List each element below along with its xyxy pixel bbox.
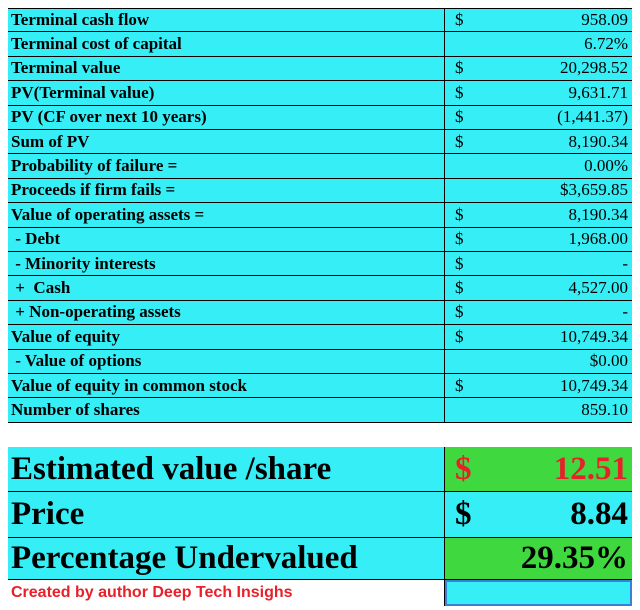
row-label: Terminal value: [8, 56, 445, 81]
cell-value: 10,749.34: [560, 326, 628, 346]
currency-symbol: $: [455, 131, 464, 151]
table-row: - Minority interests $ -: [8, 252, 632, 277]
row-label: Probability of failure =: [8, 154, 445, 178]
row-label: - Value of options: [8, 349, 445, 373]
currency-symbol: $: [455, 278, 464, 298]
value-cell: $ -: [445, 252, 632, 275]
value-cell: $8.84: [445, 492, 632, 537]
cell-value: $0.00: [589, 351, 628, 371]
row-label: Terminal cash flow: [8, 9, 445, 32]
cell-value: 4,527.00: [568, 278, 629, 298]
value-cell: $9,631.71: [445, 81, 632, 104]
value-cell: 859.10: [445, 398, 632, 421]
currency-symbol: $: [455, 375, 464, 395]
row-label: Value of equity in common stock: [8, 374, 445, 398]
value-cell: $1,968.00: [445, 228, 632, 251]
table-row: + Cash $4,527.00: [8, 276, 632, 301]
cell-value: 9,631.71: [568, 82, 629, 102]
cell-value: 20,298.52: [560, 58, 628, 78]
value-cell: $12.51: [445, 447, 632, 491]
table-row: Terminal cash flow $958.09: [8, 8, 632, 33]
cell-value: (1,441.37): [557, 107, 628, 127]
row-label: Price: [8, 492, 445, 537]
cell-value: 958.09: [581, 10, 628, 30]
cell-value: 8,190.34: [568, 204, 629, 224]
row-label: Number of shares: [8, 398, 445, 422]
footer-credit: Created by author Deep Tech Insighs: [8, 580, 445, 606]
currency-symbol: $: [455, 58, 464, 78]
cell-value: $3,659.85: [560, 180, 628, 200]
row-label: PV(Terminal value): [8, 81, 445, 105]
currency-symbol: $: [455, 229, 464, 249]
table-row: Percentage Undervalued 29.35%: [8, 538, 632, 580]
row-label: Proceeds if firm fails =: [8, 178, 445, 203]
table-row: Proceeds if firm fails = $3,659.85: [8, 178, 632, 204]
value-cell: $0.00: [445, 350, 632, 373]
value-cell: 29.35%: [445, 538, 632, 579]
value-cell: $ -: [445, 301, 632, 324]
currency-symbol: $: [455, 204, 464, 224]
table-row: Estimated value /share $12.51: [8, 447, 632, 492]
value-cell: $20,298.52: [445, 57, 632, 80]
currency-symbol: $: [455, 253, 464, 273]
row-label: PV (CF over next 10 years): [8, 105, 445, 129]
row-label: + Cash: [8, 276, 445, 300]
row-label: Value of equity: [8, 325, 445, 349]
table-row: Value of equity $10,749.34: [8, 325, 632, 350]
value-cell: $10,749.34: [445, 374, 632, 397]
table-row: PV(Terminal value) $9,631.71: [8, 81, 632, 106]
row-label: - Minority interests: [8, 252, 445, 276]
cell-value: 10,749.34: [560, 375, 628, 395]
currency-symbol: $: [455, 302, 464, 322]
footer-row: Created by author Deep Tech Insighs: [8, 580, 632, 606]
value-cell: $8,190.34: [445, 203, 632, 226]
value-cell: $3,659.85: [445, 179, 632, 202]
cell-value: 6.72%: [584, 34, 628, 54]
cell-value: 8.84: [570, 496, 628, 532]
currency-symbol: $: [455, 10, 464, 30]
row-label: Value of operating assets =: [8, 203, 445, 227]
row-label: Terminal cost of capital: [8, 32, 445, 56]
value-cell: $958.09: [445, 9, 632, 31]
table-row: Probability of failure = 0.00%: [8, 154, 632, 179]
table-row: Price $8.84: [8, 492, 632, 538]
table-row: + Non-operating assets $ -: [8, 300, 632, 326]
selected-cell: [445, 580, 632, 606]
table-row: - Value of options $0.00: [8, 349, 632, 374]
currency-symbol: $: [455, 496, 472, 532]
row-label: Percentage Undervalued: [8, 538, 445, 579]
currency-symbol: $: [455, 107, 464, 127]
currency-symbol: $: [455, 450, 472, 487]
cell-value: 12.51: [553, 450, 628, 487]
value-cell: 6.72%: [445, 32, 632, 55]
value-cell: $ (1,441.37): [445, 106, 632, 129]
cell-value: -: [622, 253, 628, 273]
table-row: Terminal value $20,298.52: [8, 56, 632, 82]
cell-value: 0.00%: [584, 156, 628, 176]
cell-value: 8,190.34: [568, 131, 629, 151]
cell-value: 859.10: [581, 400, 628, 420]
row-label: Sum of PV: [8, 130, 445, 154]
table-row: PV (CF over next 10 years) $ (1,441.37): [8, 105, 632, 130]
cell-value: 29.35%: [520, 540, 628, 576]
row-label: Estimated value /share: [8, 447, 445, 491]
row-label: - Debt: [8, 227, 445, 251]
currency-symbol: $: [455, 82, 464, 102]
table-row: Value of equity in common stock $10,749.3…: [8, 374, 632, 399]
table-row: Terminal cost of capital 6.72%: [8, 32, 632, 57]
row-label: + Non-operating assets: [8, 300, 445, 325]
value-cell: $4,527.00: [445, 276, 632, 299]
value-cell: $8,190.34: [445, 130, 632, 153]
value-cell: 0.00%: [445, 154, 632, 177]
table-row: Value of operating assets = $8,190.34: [8, 203, 632, 228]
currency-symbol: $: [455, 326, 464, 346]
table-row: Sum of PV $8,190.34: [8, 130, 632, 155]
table-row: - Debt $1,968.00: [8, 227, 632, 252]
value-cell: $10,749.34: [445, 325, 632, 348]
table-row: Number of shares 859.10: [8, 398, 632, 423]
cell-value: -: [622, 302, 628, 322]
cell-value: 1,968.00: [568, 229, 629, 249]
